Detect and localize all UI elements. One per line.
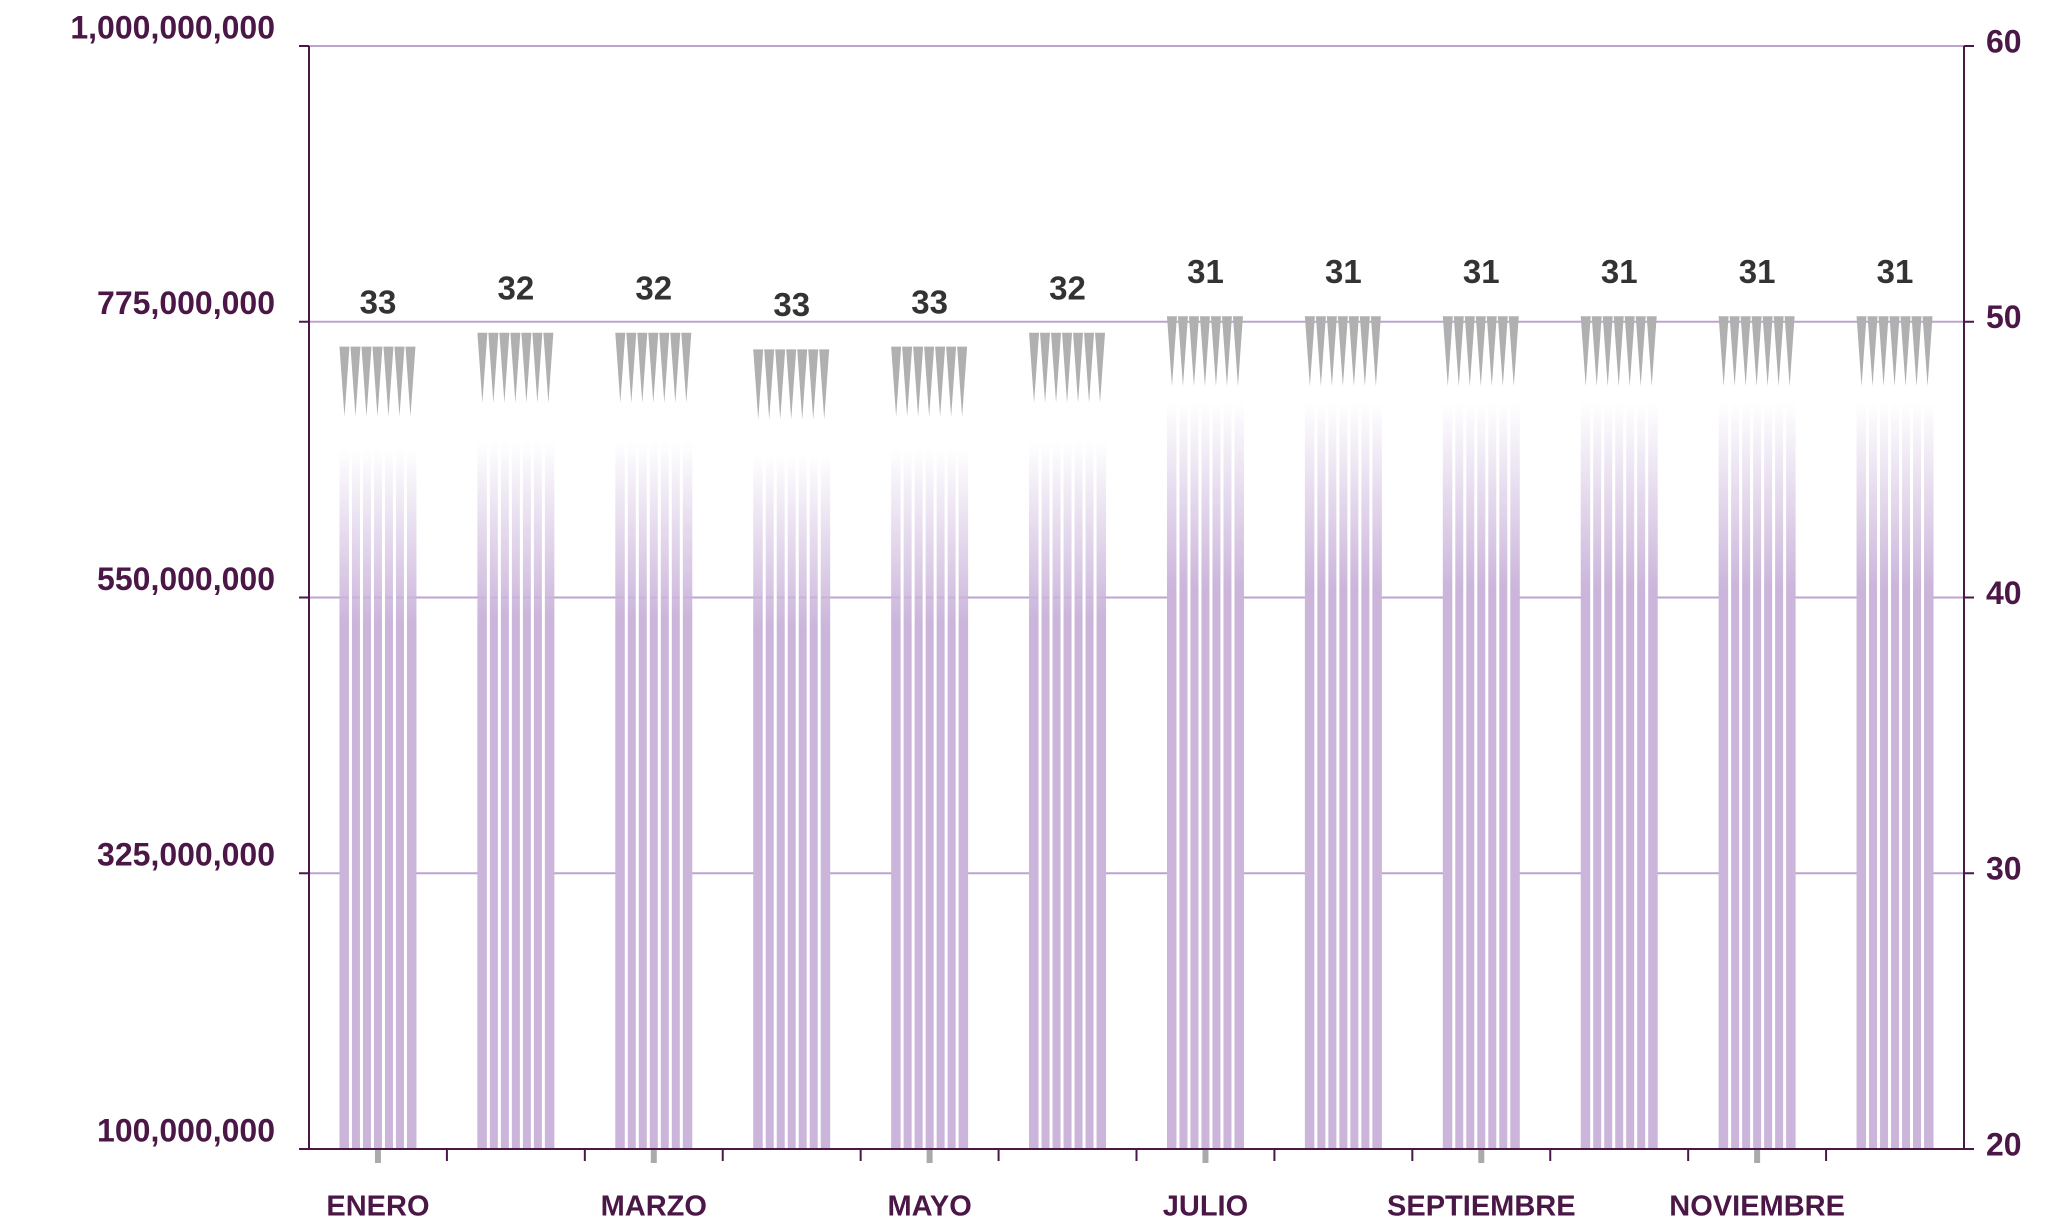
marker (615, 332, 692, 403)
bar (615, 441, 693, 1149)
y2-tick-label: 20 (1986, 1126, 2022, 1162)
bar (753, 455, 831, 1149)
annotation: 31 (1463, 253, 1500, 290)
marker-group (1580, 316, 1657, 387)
marker (1166, 316, 1243, 387)
y2-tick-label: 50 (1986, 299, 2022, 335)
bar (1442, 402, 1520, 1149)
marker-group (1442, 316, 1519, 387)
bar (891, 449, 969, 1149)
annotation: 32 (635, 269, 672, 306)
marker-group (1166, 316, 1243, 387)
marker (1856, 316, 1933, 387)
bar (1029, 441, 1107, 1149)
x-tick-label: MAYO (887, 1191, 971, 1221)
marker (1304, 316, 1381, 387)
annotation: 31 (1877, 253, 1914, 290)
marker-group (1718, 316, 1795, 387)
y-tick-label: 325,000,000 (97, 837, 275, 873)
bar (1718, 402, 1796, 1149)
marker-group (615, 332, 692, 403)
marker (1580, 316, 1657, 387)
bar (1580, 402, 1658, 1149)
y2-tick-label: 60 (1986, 23, 2022, 59)
marker (477, 332, 554, 403)
marker (1442, 316, 1519, 387)
marker-group (1856, 316, 1933, 387)
marker-group (477, 332, 554, 403)
annotation: 33 (773, 286, 810, 323)
marker (891, 346, 968, 417)
bar (1856, 402, 1934, 1149)
bar (1304, 402, 1382, 1149)
marker (339, 346, 416, 417)
y2-tick-label: 40 (1986, 575, 2022, 611)
marker-group (1029, 332, 1106, 403)
annotation: 32 (498, 269, 535, 306)
x-tick-label: SEPTIEMBRE (1387, 1191, 1576, 1221)
y-tick-label: 775,000,000 (97, 285, 275, 321)
marker-group (891, 346, 968, 417)
y-tick-label: 1,000,000,000 (70, 9, 275, 45)
y-tick-label: 100,000,000 (97, 1112, 275, 1148)
x-tick-label: JULIO (1163, 1191, 1248, 1221)
annotation: 32 (1049, 269, 1086, 306)
bar (477, 441, 555, 1149)
annotation: 31 (1187, 253, 1224, 290)
y-tick-label: 550,000,000 (97, 561, 275, 597)
marker (753, 349, 830, 420)
bar (1166, 402, 1244, 1149)
marker (1029, 332, 1106, 403)
annotation: 33 (360, 283, 397, 320)
bar (339, 449, 417, 1149)
x-tick-label: NOVIEMBRE (1669, 1191, 1845, 1221)
marker-group (753, 349, 830, 420)
annotation: 31 (1325, 253, 1362, 290)
marker (1718, 316, 1795, 387)
x-tick-label: MARZO (601, 1191, 707, 1221)
annotation: 33 (911, 283, 948, 320)
x-tick-label: ENERO (326, 1191, 429, 1221)
annotation: 31 (1739, 253, 1776, 290)
y2-tick-label: 30 (1986, 851, 2022, 887)
annotation: 31 (1601, 253, 1638, 290)
marker-group (1304, 316, 1381, 387)
marker-group (339, 346, 416, 417)
